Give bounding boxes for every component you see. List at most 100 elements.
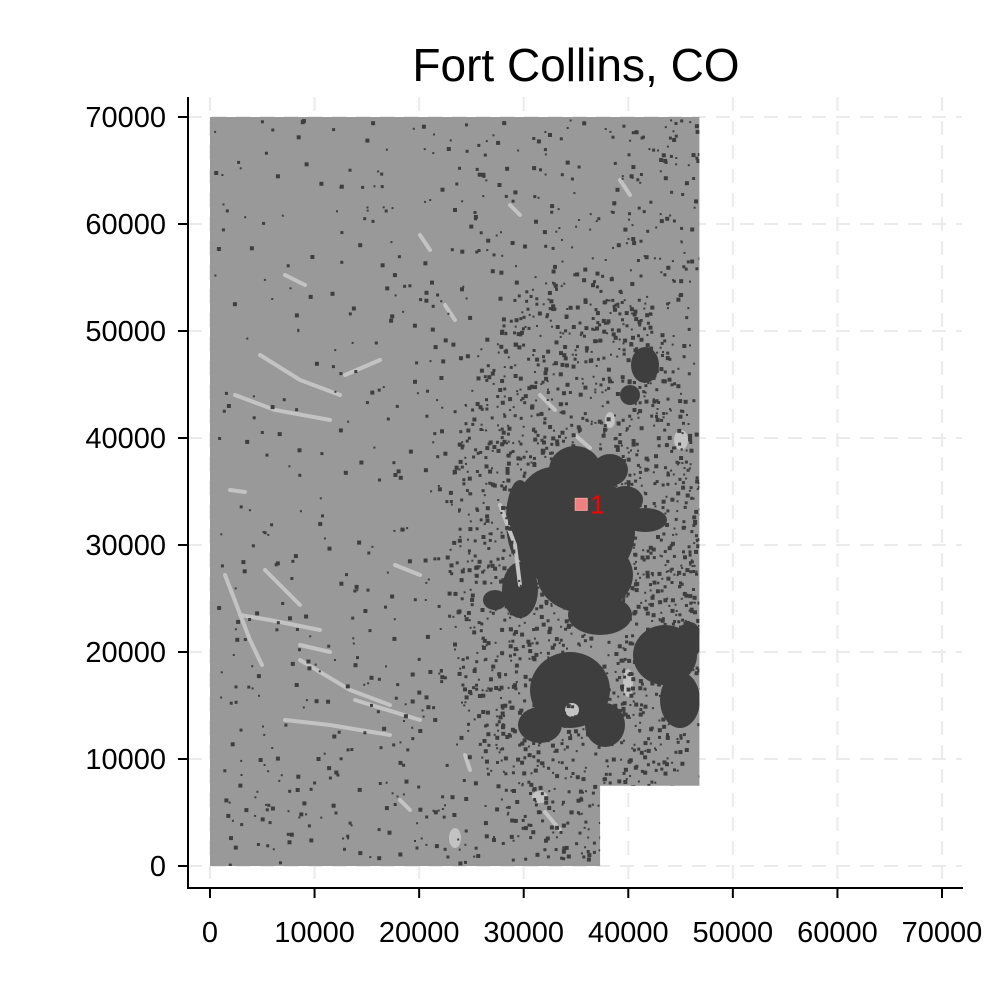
developed-pixel: [670, 541, 675, 546]
developed-pixel: [294, 683, 299, 687]
developed-pixel: [298, 816, 301, 819]
developed-pixel: [271, 747, 274, 749]
developed-pixel: [359, 460, 364, 465]
developed-pixel: [498, 688, 502, 692]
developed-pixel: [447, 312, 450, 315]
developed-pixel: [533, 552, 538, 557]
developed-pixel: [248, 618, 252, 621]
developed-pixel: [536, 433, 540, 437]
developed-pixel: [555, 439, 560, 444]
developed-pixel: [467, 568, 472, 573]
developed-pixel: [656, 673, 660, 677]
developed-pixel: [693, 362, 696, 365]
developed-pixel: [509, 580, 512, 584]
developed-pixel: [398, 760, 403, 765]
developed-pixel: [698, 513, 700, 516]
developed-pixel: [498, 564, 501, 567]
developed-pixel: [467, 722, 470, 726]
developed-pixel: [499, 748, 502, 751]
developed-pixel: [490, 687, 493, 690]
developed-pixel: [669, 568, 672, 571]
developed-pixel: [563, 604, 568, 609]
developed-pixel: [670, 449, 674, 453]
developed-pixel: [481, 689, 484, 692]
developed-pixel: [237, 160, 241, 164]
developed-pixel: [244, 808, 249, 813]
developed-pixel: [500, 651, 505, 656]
developed-pixel: [670, 567, 674, 571]
developed-pixel: [587, 583, 591, 587]
developed-pixel: [659, 213, 662, 216]
developed-pixel: [684, 687, 689, 692]
developed-pixel: [606, 319, 611, 324]
developed-pixel: [396, 795, 399, 798]
developed-pixel: [479, 368, 484, 373]
developed-pixel: [667, 473, 671, 477]
developed-pixel: [672, 533, 675, 536]
developed-pixel: [286, 264, 290, 268]
developed-pixel: [636, 412, 639, 415]
developed-pixel: [551, 269, 556, 274]
developed-pixel: [673, 446, 677, 450]
developed-pixel: [509, 540, 514, 545]
developed-pixel: [463, 591, 466, 594]
developed-pixel: [540, 520, 544, 524]
developed-pixel: [518, 440, 521, 443]
developed-pixel: [601, 824, 606, 829]
developed-pixel: [425, 634, 430, 639]
developed-pixel: [638, 728, 642, 732]
developed-pixel: [370, 703, 373, 707]
developed-pixel: [676, 769, 679, 772]
developed-pixel: [564, 314, 569, 319]
developed-pixel: [465, 123, 468, 127]
developed-pixel: [648, 639, 652, 643]
developed-pixel: [522, 738, 527, 743]
developed-pixel: [508, 600, 513, 605]
developed-pixel: [330, 291, 335, 296]
developed-pixel: [563, 748, 566, 751]
developed-pixel: [499, 344, 504, 349]
developed-pixel: [691, 153, 696, 158]
developed-pixel: [255, 611, 260, 616]
developed-pixel: [371, 219, 375, 223]
developed-pixel: [550, 604, 553, 607]
developed-pixel: [651, 824, 656, 829]
developed-pixel: [518, 492, 520, 495]
developed-pixel: [369, 856, 372, 859]
developed-pixel: [582, 334, 586, 338]
developed-pixel: [589, 213, 592, 216]
developed-pixel: [643, 645, 647, 650]
developed-pixel: [623, 693, 626, 696]
developed-pixel: [590, 423, 593, 426]
developed-pixel: [680, 119, 684, 123]
developed-pixel: [537, 759, 540, 763]
developed-pixel: [649, 346, 654, 351]
developed-pixel: [561, 643, 565, 647]
developed-pixel: [544, 153, 547, 156]
developed-pixel: [684, 267, 688, 271]
developed-pixel: [694, 432, 699, 437]
developed-pixel: [639, 576, 641, 579]
developed-pixel: [622, 647, 625, 650]
developed-pixel: [506, 432, 510, 436]
developed-pixel: [507, 811, 510, 814]
developed-pixel: [620, 529, 622, 532]
developed-pixel: [488, 532, 491, 535]
developed-pixel: [606, 830, 611, 835]
developed-pixel: [548, 790, 551, 793]
developed-pixel: [532, 742, 536, 745]
developed-pixel: [675, 610, 678, 612]
developed-pixel: [377, 856, 382, 861]
developed-pixel: [621, 418, 625, 422]
developed-pixel: [532, 137, 536, 140]
developed-pixel: [644, 665, 648, 668]
developed-pixel: [689, 441, 693, 444]
developed-pixel: [366, 206, 369, 209]
developed-pixel: [258, 694, 260, 697]
developed-pixel: [320, 816, 323, 819]
developed-pixel: [639, 239, 643, 243]
developed-pixel: [630, 496, 633, 499]
developed-pixel: [571, 624, 573, 627]
developed-pixel: [226, 813, 231, 818]
developed-pixel: [572, 549, 575, 552]
